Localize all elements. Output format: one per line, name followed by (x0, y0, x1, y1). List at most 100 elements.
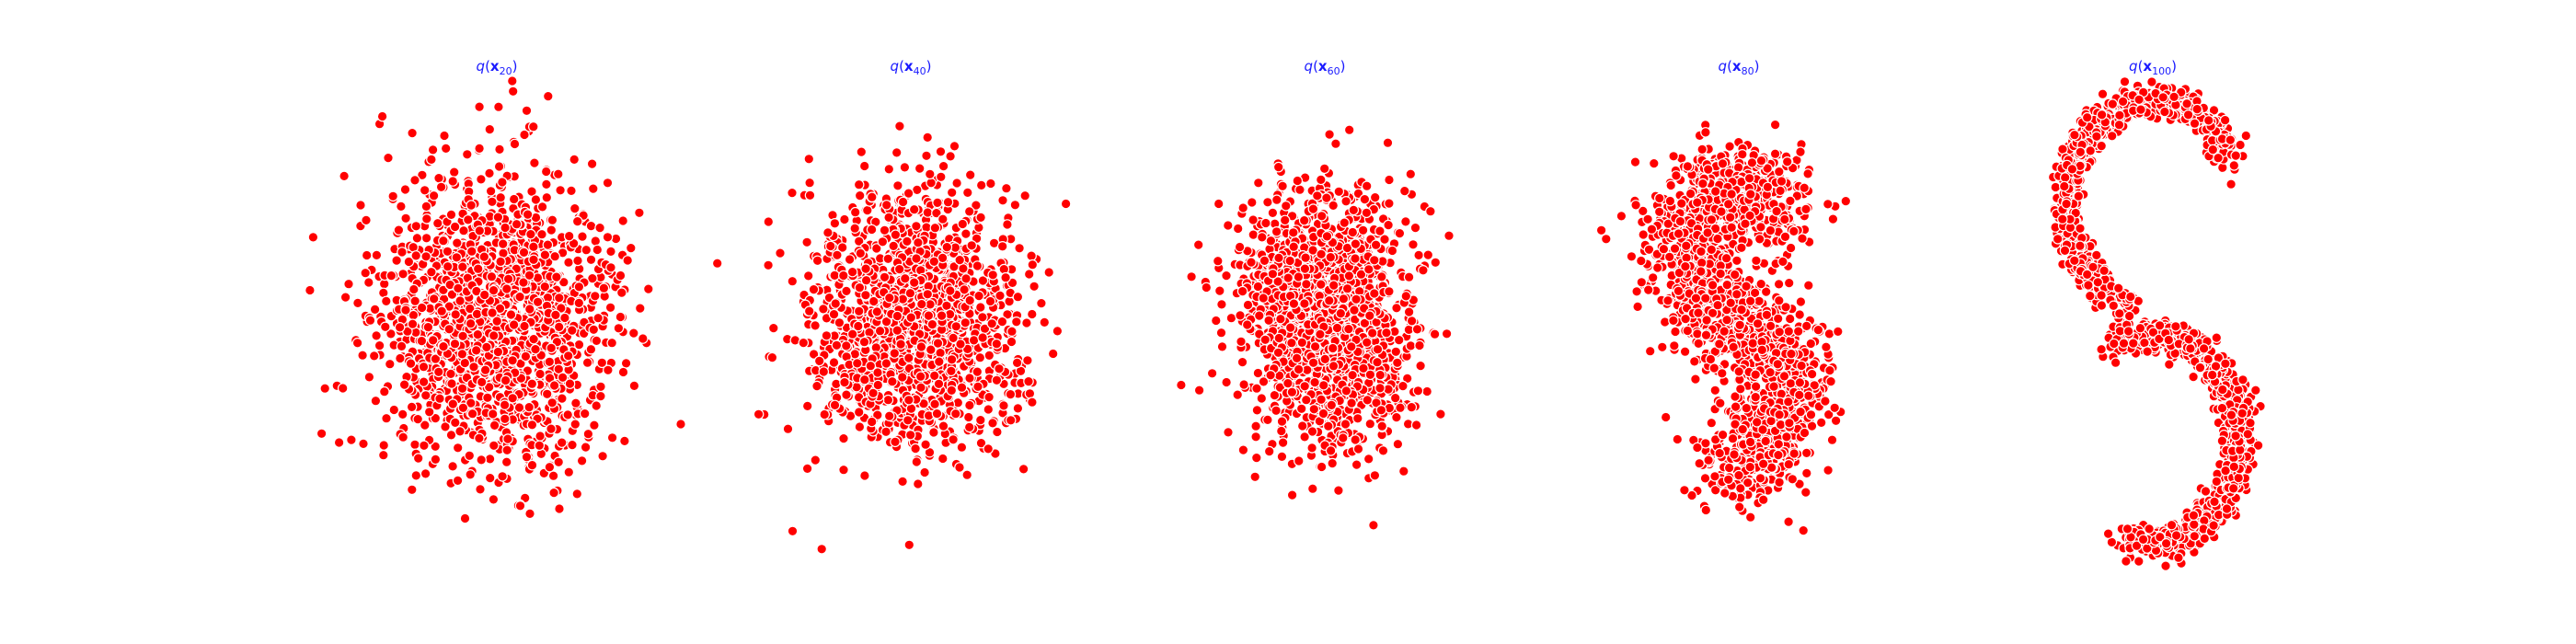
scatter-point (518, 247, 530, 259)
scatter-point (816, 543, 827, 555)
scatter-point (361, 249, 373, 261)
scatter-point (808, 283, 820, 295)
scatter-point (911, 253, 922, 264)
scatter-point (984, 295, 996, 307)
scatter-point (1282, 272, 1294, 283)
scatter-point (860, 274, 872, 286)
scatter-point (1323, 420, 1334, 431)
scatter-point (1350, 434, 1361, 445)
scatter-point (1047, 348, 1059, 360)
scatter-point (1397, 380, 1409, 392)
scatter-point (1027, 259, 1039, 270)
scatter-point (445, 430, 457, 441)
scatter-point (470, 345, 482, 356)
scatter-point (837, 270, 849, 282)
scatter-point (1263, 445, 1275, 457)
scatter-point (1406, 401, 1418, 413)
scatter-point (457, 402, 469, 414)
scatter-point (1307, 483, 1318, 494)
scatter-point (992, 426, 1003, 438)
scatter-point (1246, 257, 1257, 268)
scatter-point (822, 227, 834, 238)
scatter-point (1400, 216, 1411, 227)
scatter-point (419, 185, 431, 196)
scatter-point (428, 190, 440, 201)
scatter-point (929, 398, 940, 409)
scatter-point (766, 351, 778, 363)
scatter-point (1299, 263, 1311, 274)
scatter-point (461, 149, 473, 160)
scatter-point (1009, 200, 1021, 211)
scatter-point (935, 347, 946, 359)
scatter-point (1361, 180, 1373, 191)
scatter-point (406, 401, 418, 413)
scatter-point (569, 202, 581, 214)
scatter-point (579, 408, 591, 420)
scatter-point (416, 335, 428, 347)
scatter-point (377, 449, 389, 461)
scatter-point (602, 178, 614, 189)
scatter-point (539, 249, 551, 260)
scatter-point (396, 340, 408, 352)
scatter-point (1364, 310, 1375, 321)
scatter-point (1341, 282, 1353, 294)
scatter-point (476, 174, 487, 185)
scatter-point (787, 525, 799, 537)
scatter-point (811, 255, 823, 267)
scatter-point (581, 357, 593, 368)
scatter-point (782, 423, 794, 434)
scatter-point (996, 316, 1008, 328)
scatter-point (1295, 403, 1307, 415)
scatter-point (1241, 319, 1253, 330)
scatter-point (1288, 241, 1299, 252)
scatter-point (832, 249, 843, 261)
scatter-point (1214, 285, 1225, 296)
scatter-point (1406, 316, 1418, 327)
scatter-point (1368, 520, 1379, 531)
scatter-point (385, 328, 397, 339)
scatter-point (416, 302, 428, 314)
scatter-point (914, 163, 926, 174)
scatter-point (763, 259, 774, 271)
scatter-point (1384, 198, 1395, 209)
scatter-point (546, 342, 557, 354)
scatter-point (615, 287, 627, 298)
scatter-point (466, 408, 478, 420)
scatter-point (922, 288, 934, 300)
scatter-point (1299, 431, 1310, 443)
scatter-point (1382, 137, 1394, 148)
scatter-point (410, 221, 422, 232)
scatter-point (1316, 461, 1328, 473)
scatter-point (1211, 315, 1222, 327)
scatter-point (591, 335, 603, 347)
scatter-point (1376, 271, 1387, 282)
scatter-point (987, 269, 998, 281)
scatter-point (440, 143, 452, 155)
scatter-point (474, 143, 485, 155)
scatter-point (562, 350, 574, 362)
scatter-point (627, 328, 639, 339)
scatter-point (1376, 420, 1387, 431)
scatter-point (465, 317, 477, 329)
scatter-point (523, 304, 535, 315)
scatter-point (1237, 202, 1248, 213)
scatter-point (459, 512, 471, 524)
scatter-point (937, 213, 949, 224)
scatter-point (1340, 385, 1352, 397)
scatter-point (858, 160, 870, 172)
scatter-point (1706, 417, 1718, 429)
scatter-point (557, 393, 568, 404)
scatter-point (1006, 336, 1018, 348)
scatter-point (1276, 451, 1288, 463)
scatter-point (1414, 339, 1425, 351)
scatter-point (865, 360, 877, 372)
scatter-point (802, 270, 814, 282)
scatter-point (1408, 238, 1419, 250)
scatter-point (546, 214, 558, 225)
scatter-point (1369, 469, 1381, 481)
scatter-point (351, 337, 363, 349)
scatter-point (509, 138, 521, 150)
scatter-point (417, 169, 428, 181)
scatter-point (619, 435, 630, 447)
scatter-point (1362, 395, 1374, 406)
